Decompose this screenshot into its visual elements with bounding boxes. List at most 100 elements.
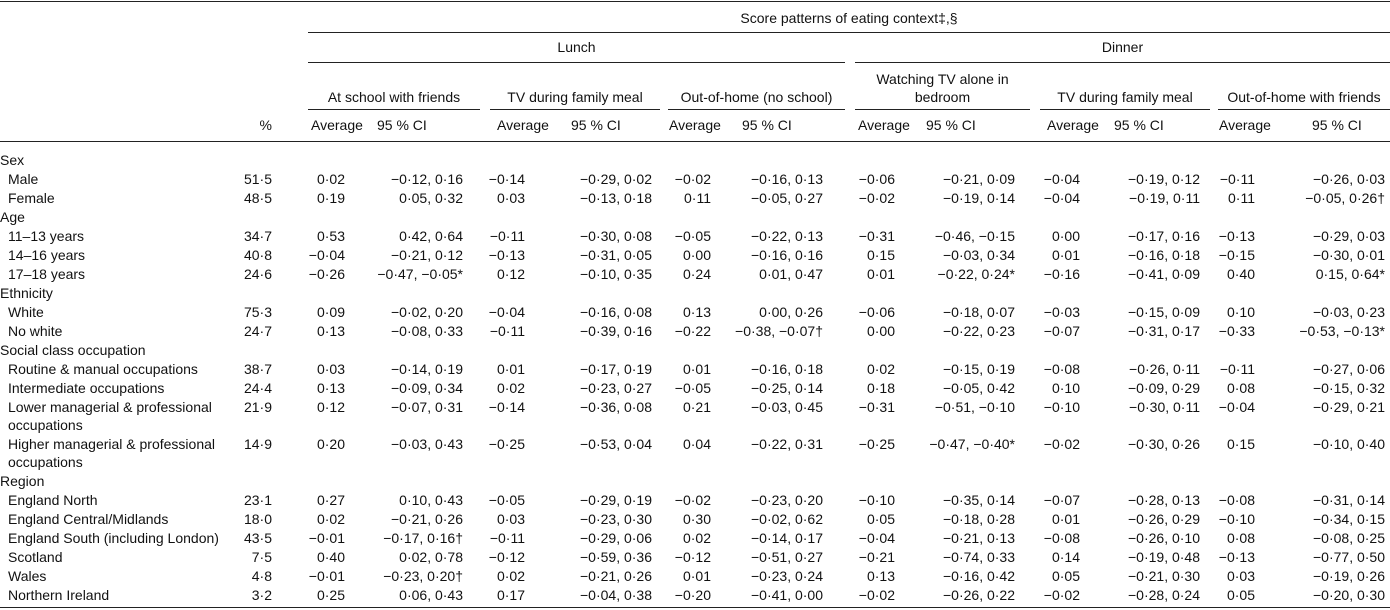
cell: −0·05 — [488, 492, 525, 508]
section-title: Social class occupation — [0, 342, 146, 358]
context-header: TV during family meal — [507, 89, 643, 105]
cell: 24·6 — [243, 266, 272, 282]
cell: −0·03, 0·23 — [1313, 304, 1385, 320]
cell: −0·08, 0·33 — [391, 323, 463, 339]
cell: 43·5 — [243, 530, 272, 546]
cell: −0·14, 0·19 — [391, 361, 463, 377]
context-header: At school with friends — [327, 89, 461, 105]
cell: 0·19 — [316, 190, 345, 206]
cell: 0·04 — [682, 436, 711, 452]
cell: −0·02 — [858, 190, 895, 206]
cell: −0·11 — [489, 323, 525, 339]
cell: −0·38, −0·07† — [735, 323, 823, 339]
cell: 0·02 — [682, 530, 711, 546]
cell: 0·08 — [1226, 530, 1255, 546]
cell: 0·20 — [316, 436, 345, 452]
cell: −0·03, 0·43 — [391, 436, 463, 452]
cell: 0·27 — [316, 492, 345, 508]
cell: −0·51, −0·10 — [934, 399, 1015, 415]
cell: −0·13 — [488, 247, 525, 263]
cell: 0·15 — [1226, 436, 1255, 452]
row-label: Intermediate occupations — [8, 380, 165, 396]
cell: −0·31 — [858, 399, 895, 415]
cell: −0·26, 0·11 — [1129, 361, 1200, 377]
cell: −0·23, 0·27 — [580, 380, 652, 396]
cell: −0·14 — [488, 399, 525, 415]
row-label: Lower managerial & professional occupati… — [8, 399, 212, 433]
cell: 24·7 — [243, 323, 272, 339]
column-header: Average — [669, 117, 721, 133]
cell: 0·09 — [316, 304, 345, 320]
cell: 0·08 — [1226, 380, 1255, 396]
cell: −0·17, 0·16† — [383, 530, 463, 546]
cell: −0·20, 0·30 — [1313, 587, 1385, 603]
cell: −0·26 — [308, 266, 345, 282]
cell: −0·12 — [488, 549, 525, 565]
cell: −0·17, 0·19 — [580, 361, 652, 377]
column-header: 95 % CI — [1312, 117, 1362, 133]
cell: −0·17, 0·16 — [1128, 228, 1200, 244]
cell: 0·18 — [866, 380, 895, 396]
cell: 0·14 — [1051, 549, 1080, 565]
cell: 0·05 — [866, 511, 895, 527]
cell: −0·10, 0·35 — [580, 266, 652, 282]
column-header: Average — [1219, 117, 1271, 133]
section-title: Age — [0, 209, 25, 225]
cell: −0·01 — [308, 568, 345, 584]
row-label: Female — [8, 190, 55, 206]
row-label: Routine & manual occupations — [8, 361, 198, 377]
row-label: No white — [8, 323, 63, 339]
cell: 0·00 — [1051, 228, 1080, 244]
cell: −0·02 — [1043, 587, 1080, 603]
group-header: Lunch — [557, 39, 596, 55]
cell: 4·8 — [251, 568, 272, 584]
cell: −0·30, 0·26 — [1128, 436, 1200, 452]
cell: −0·26, 0·22 — [943, 587, 1015, 603]
cell: 0·01 — [1051, 511, 1080, 527]
cell: −0·08, 0·25 — [1313, 530, 1385, 546]
cell: 0·25 — [316, 587, 345, 603]
section-title: Ethnicity — [0, 285, 53, 301]
rule — [1040, 109, 1210, 110]
cell: −0·11 — [1219, 171, 1255, 187]
cell: −0·12 — [674, 549, 711, 565]
cell: 0·05 — [1051, 568, 1080, 584]
column-header: Average — [1047, 117, 1099, 133]
cell: 0·01 — [496, 361, 525, 377]
cell: 3·2 — [251, 587, 272, 603]
column-header: 95 % CI — [926, 117, 976, 133]
cell: −0·04 — [1043, 171, 1080, 187]
cell: 0·01 — [866, 266, 895, 282]
cell: −0·02 — [858, 587, 895, 603]
cell: −0·28, 0·24 — [1128, 587, 1200, 603]
cell: −0·14 — [488, 171, 525, 187]
cell: −0·03, 0·34 — [943, 247, 1015, 263]
cell: 0·10 — [1051, 380, 1080, 396]
cell: 0·01, 0·47 — [759, 266, 823, 282]
row-label: 17–18 years — [8, 266, 86, 282]
cell: 18·0 — [243, 511, 272, 527]
row-label: 11–13 years — [8, 228, 85, 244]
cell: 0·13 — [866, 568, 895, 584]
row-label: 14–16 years — [8, 247, 86, 263]
cell: 0·10, 0·43 — [399, 492, 463, 508]
row-label: England Central/Midlands — [8, 511, 169, 527]
cell: −0·05 — [674, 228, 711, 244]
cell: 0·42, 0·64 — [399, 228, 463, 244]
section-title: Sex — [0, 152, 25, 168]
cell: −0·21, 0·26 — [391, 511, 463, 527]
cell: −0·11 — [1219, 361, 1255, 377]
cell: −0·33 — [1218, 323, 1255, 339]
rule — [1218, 109, 1390, 110]
rule — [308, 109, 480, 110]
context-header: TV during family meal — [1057, 89, 1193, 105]
row-label: Higher managerial & professional occupat… — [8, 436, 215, 470]
cell: −0·16 — [1043, 266, 1080, 282]
cell: 48·5 — [243, 190, 272, 206]
cell: 24·4 — [243, 380, 272, 396]
cell: −0·26, 0·03 — [1313, 171, 1385, 187]
cell: −0·23, 0·24 — [751, 568, 823, 584]
cell: −0·25 — [488, 436, 525, 452]
cell: −0·19, 0·48 — [1128, 549, 1200, 565]
cell: 7·5 — [251, 549, 272, 565]
